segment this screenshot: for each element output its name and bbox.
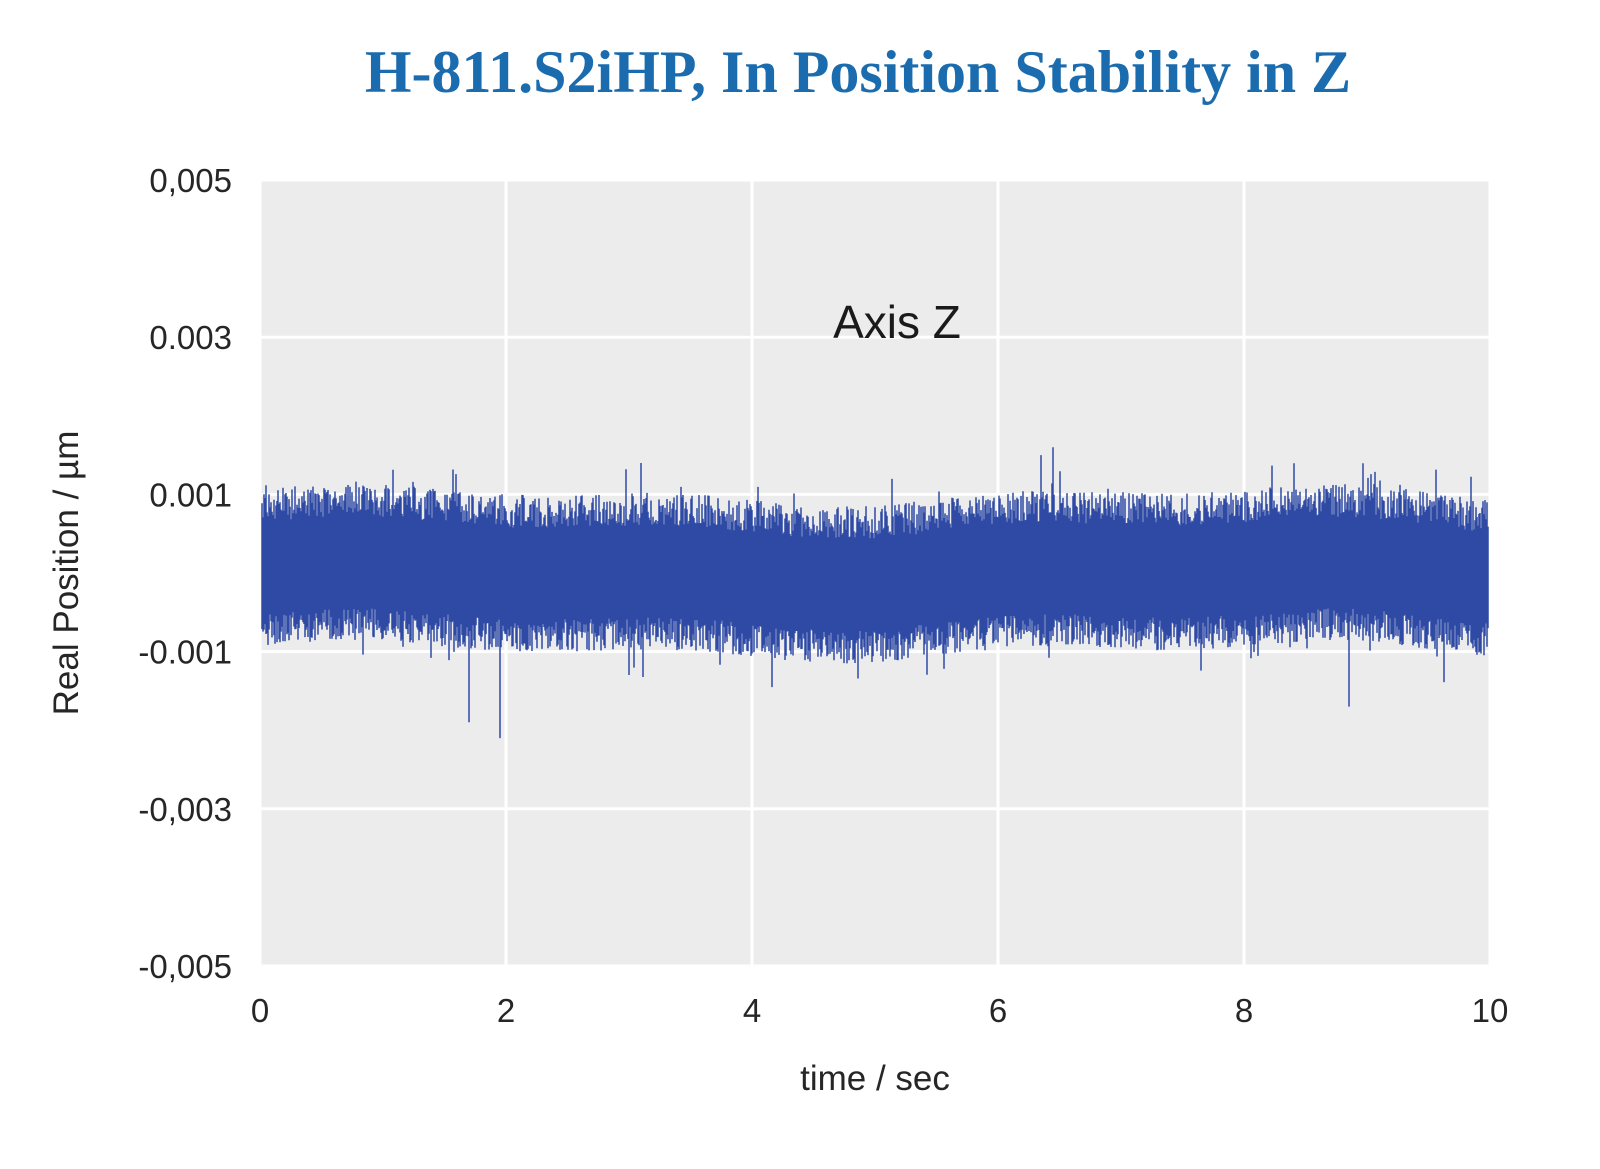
y-tick-label: -0,003: [138, 791, 232, 828]
y-tick-label: -0.001: [138, 634, 232, 671]
y-tick-label: 0.003: [149, 319, 232, 356]
y-tick-label: 0.001: [149, 476, 232, 513]
x-tick-label: 0: [251, 992, 269, 1029]
axis-annotation: Axis Z: [833, 296, 961, 348]
x-tick-label: 6: [989, 992, 1007, 1029]
x-tick-label: 2: [497, 992, 515, 1029]
noise-trace: [261, 447, 1489, 739]
x-tick-label: 8: [1235, 992, 1253, 1029]
chart-title: H-811.S2iHP, In Position Stability in Z: [365, 39, 1351, 105]
x-axis-label: time / sec: [800, 1059, 950, 1098]
x-tick-label: 4: [743, 992, 761, 1029]
y-axis-label: Real Position / µm: [47, 431, 86, 716]
x-tick-label: 10: [1472, 992, 1509, 1029]
y-tick-label: -0,005: [138, 948, 232, 985]
y-axis-ticks: 0,005 0.003 0.001 -0.001 -0,003 -0,005: [138, 162, 232, 985]
y-tick-label: 0,005: [149, 162, 232, 199]
x-axis-ticks: 0 2 4 6 8 10: [251, 992, 1509, 1029]
